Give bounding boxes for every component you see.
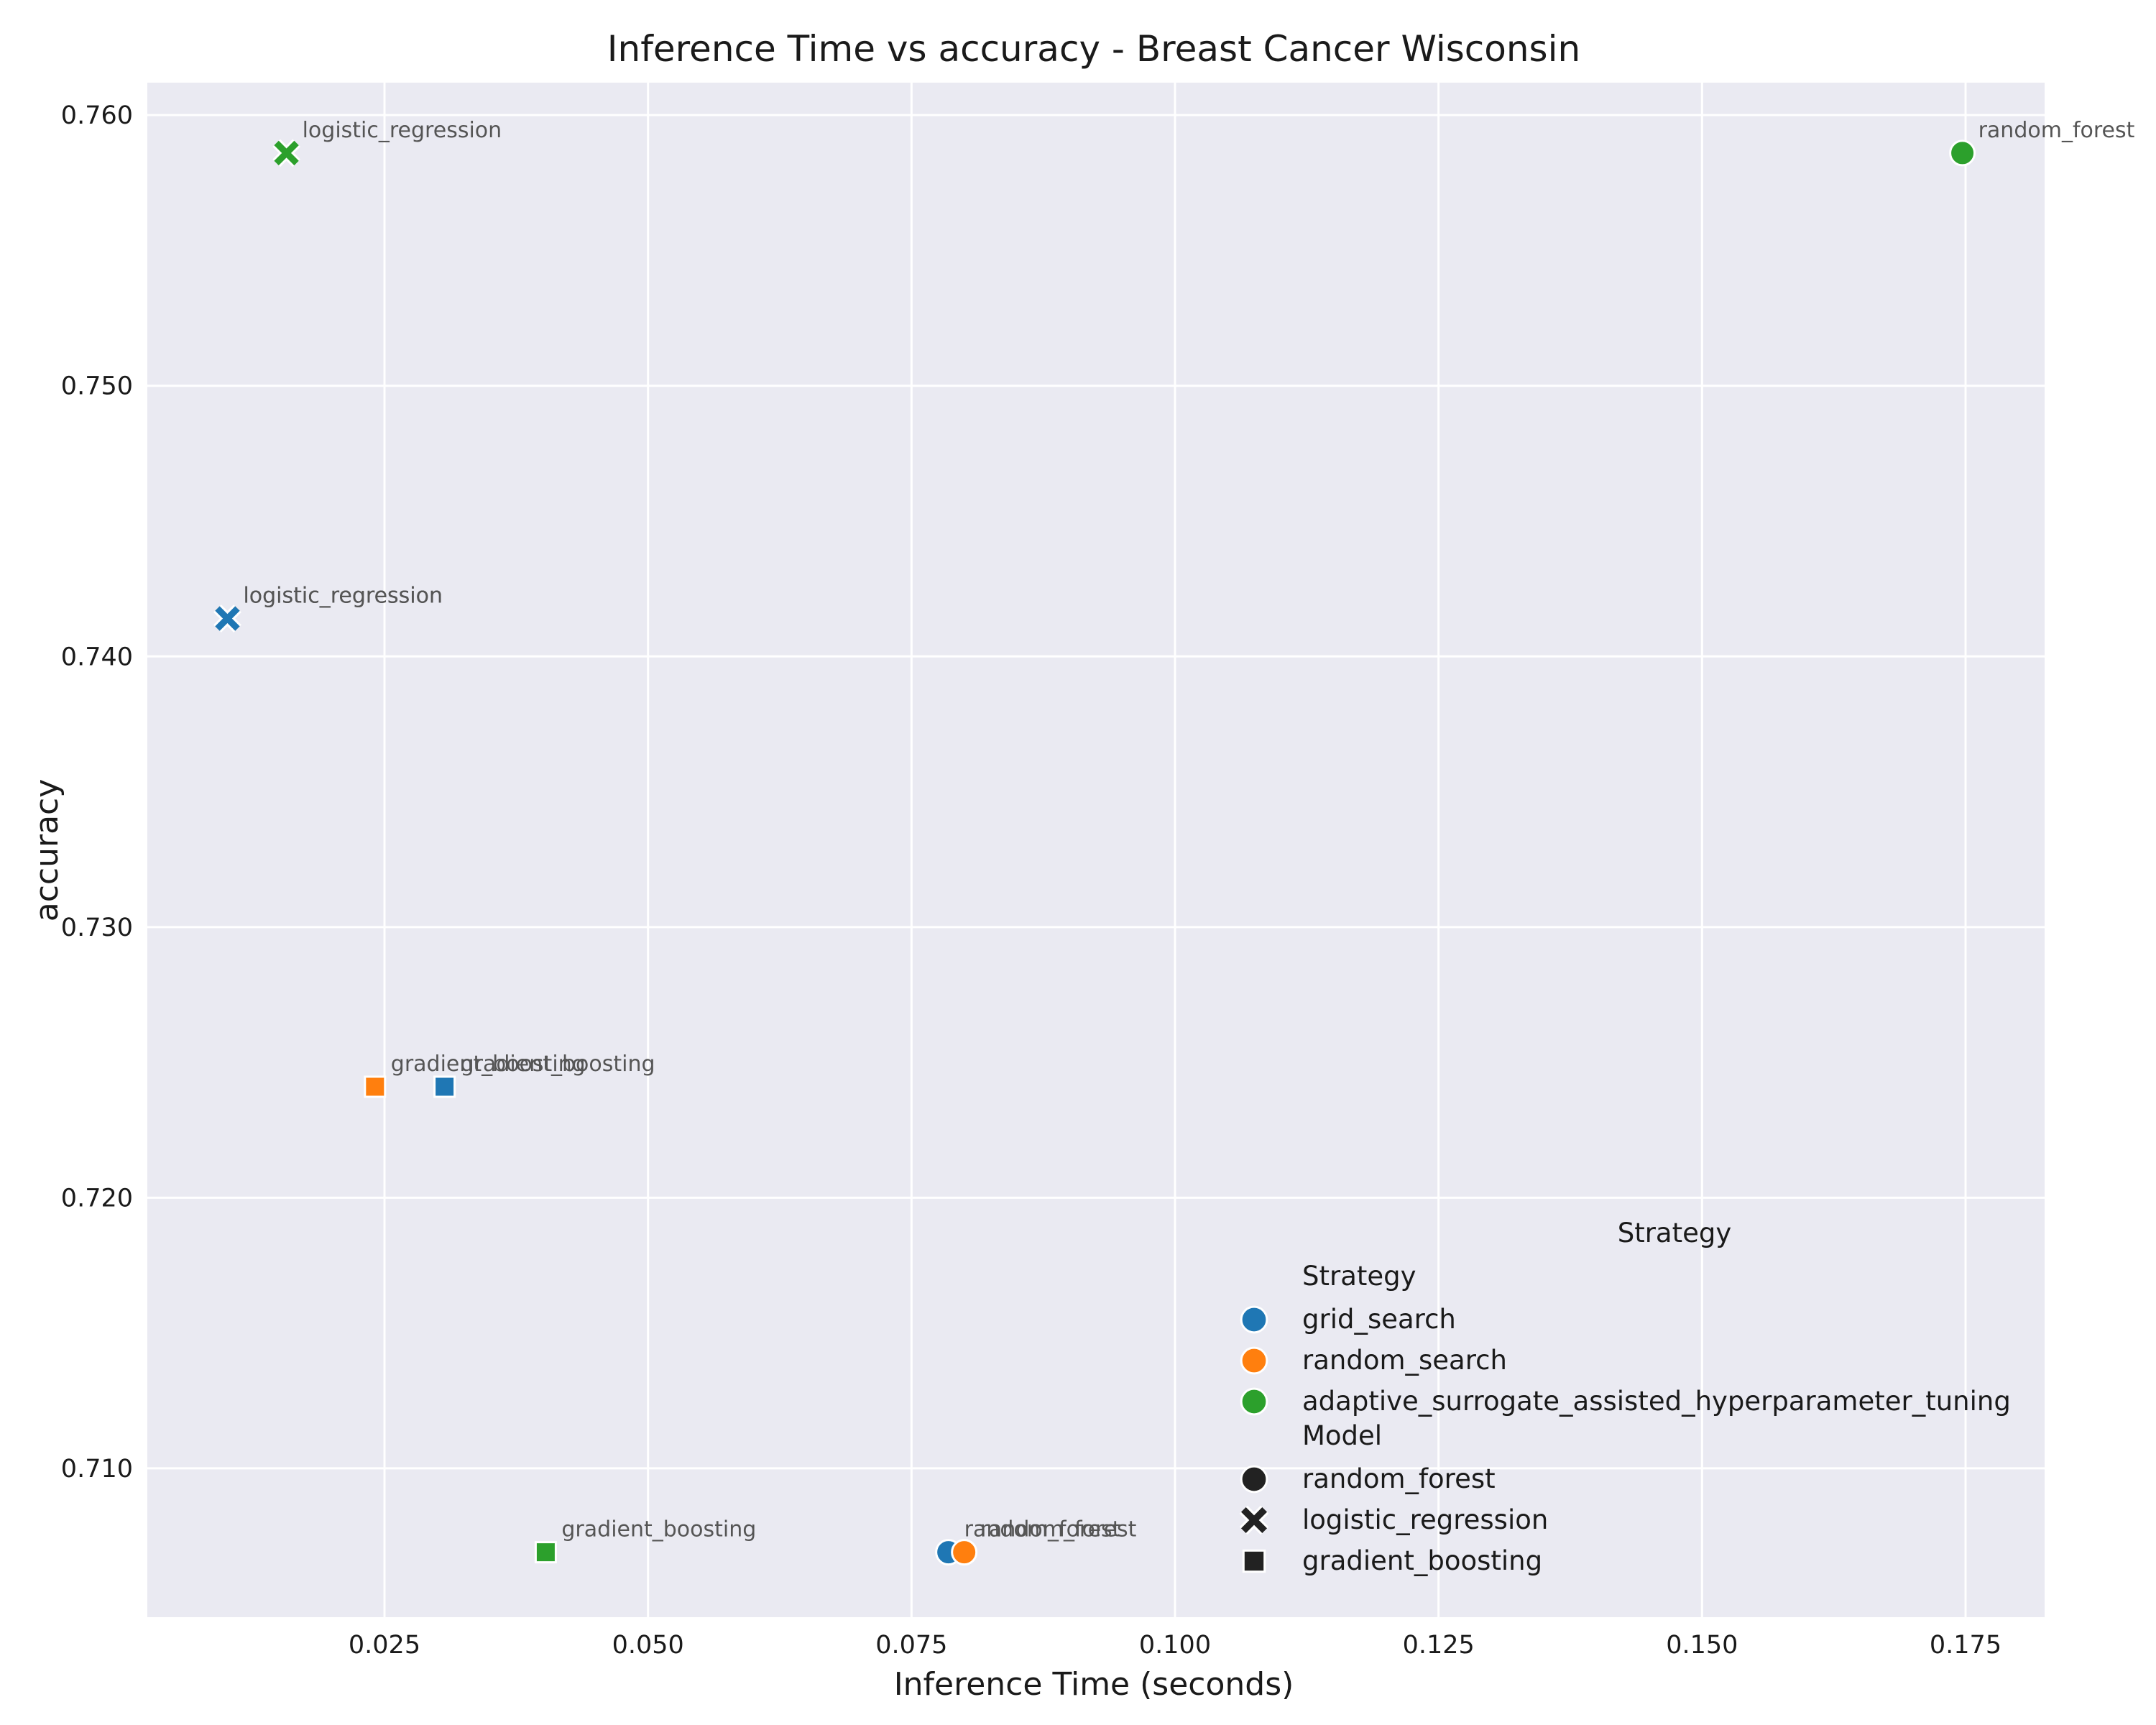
data-point-random_forest — [1949, 139, 1976, 167]
legend-strategy-label: random_search — [1302, 1345, 1507, 1376]
x-tick-label: 0.175 — [1930, 1631, 2001, 1660]
legend-model-label: logistic_regression — [1302, 1504, 1548, 1535]
y-tick-label: 0.710 — [61, 1455, 133, 1484]
data-point-logistic_regression — [213, 604, 241, 632]
data-point-label: gradient_boosting — [391, 1052, 586, 1077]
legend-model-heading: Model — [1302, 1420, 1382, 1451]
data-labels: logistic_regression random_forest logistic… — [243, 118, 2134, 1542]
x-tick-label: 0.025 — [349, 1631, 420, 1660]
legend-model-label: random_forest — [1302, 1463, 1496, 1494]
data-point-random_forest — [951, 1539, 978, 1566]
data-points — [213, 139, 1976, 1566]
legend-model-marker-icon — [1240, 1465, 1268, 1494]
y-axis-ticks: 0.710 0.720 0.730 0.740 0.750 0.760 — [61, 101, 133, 1484]
legend-model-marker-icon — [1239, 1505, 1269, 1535]
data-point-gradient_boosting — [364, 1075, 387, 1098]
legend-title: Strategy — [1618, 1218, 1732, 1248]
legend-strategy-entries: grid_search random_search adaptive_surroga… — [1240, 1304, 2011, 1417]
data-point-label: logistic_regression — [243, 584, 443, 609]
y-axis-label: accuracy — [29, 779, 65, 922]
x-tick-label: 0.075 — [875, 1631, 947, 1660]
legend-strategy-marker-icon — [1240, 1346, 1268, 1375]
x-axis-ticks: 0.025 0.050 0.075 0.100 0.125 0.150 0.175 — [349, 1631, 2001, 1660]
data-point-label: gradient_boosting — [461, 1052, 655, 1077]
data-point-label: random_forest — [1978, 118, 2135, 143]
y-tick-label: 0.720 — [61, 1184, 133, 1213]
chart-title: Inference Time vs accuracy - Breast Canc… — [607, 28, 1580, 70]
legend-model-label: gradient_boosting — [1302, 1545, 1542, 1576]
data-point-label: logistic_regression — [303, 118, 502, 143]
legend-strategy-label: adaptive_surrogate_assisted_hyperparamet… — [1302, 1386, 2011, 1417]
legend-model-entries: random_forest logistic_regression gradient… — [1239, 1463, 1548, 1576]
legend-strategy-label: grid_search — [1302, 1304, 1456, 1335]
data-point-logistic_regression — [272, 139, 300, 167]
x-axis-label: Inference Time (seconds) — [894, 1666, 1294, 1703]
data-point-gradient_boosting — [534, 1541, 557, 1564]
x-tick-label: 0.100 — [1139, 1631, 1211, 1660]
data-point-label: gradient_boosting — [561, 1517, 756, 1542]
data-point-label: random_forest — [980, 1517, 1137, 1542]
legend-strategy-marker-icon — [1240, 1387, 1268, 1416]
y-tick-label: 0.740 — [61, 643, 133, 671]
x-tick-label: 0.050 — [612, 1631, 684, 1660]
data-point-label: random_forest — [964, 1517, 1121, 1542]
plot-background — [147, 83, 2045, 1617]
data-point-label: logistic_regression — [243, 584, 443, 609]
grid-lines — [147, 83, 2045, 1617]
legend: Strategy Strategy grid_search random_sear… — [1239, 1218, 2011, 1576]
y-tick-label: 0.730 — [61, 914, 133, 942]
data-point-gradient_boosting — [433, 1075, 456, 1098]
legend-strategy-heading: Strategy — [1302, 1261, 1416, 1292]
x-tick-label: 0.125 — [1403, 1631, 1475, 1660]
legend-model-marker-icon — [1242, 1549, 1266, 1573]
legend-strategy-marker-icon — [1240, 1305, 1268, 1334]
x-tick-label: 0.150 — [1666, 1631, 1738, 1660]
y-tick-label: 0.760 — [61, 101, 133, 130]
y-tick-label: 0.750 — [61, 372, 133, 401]
